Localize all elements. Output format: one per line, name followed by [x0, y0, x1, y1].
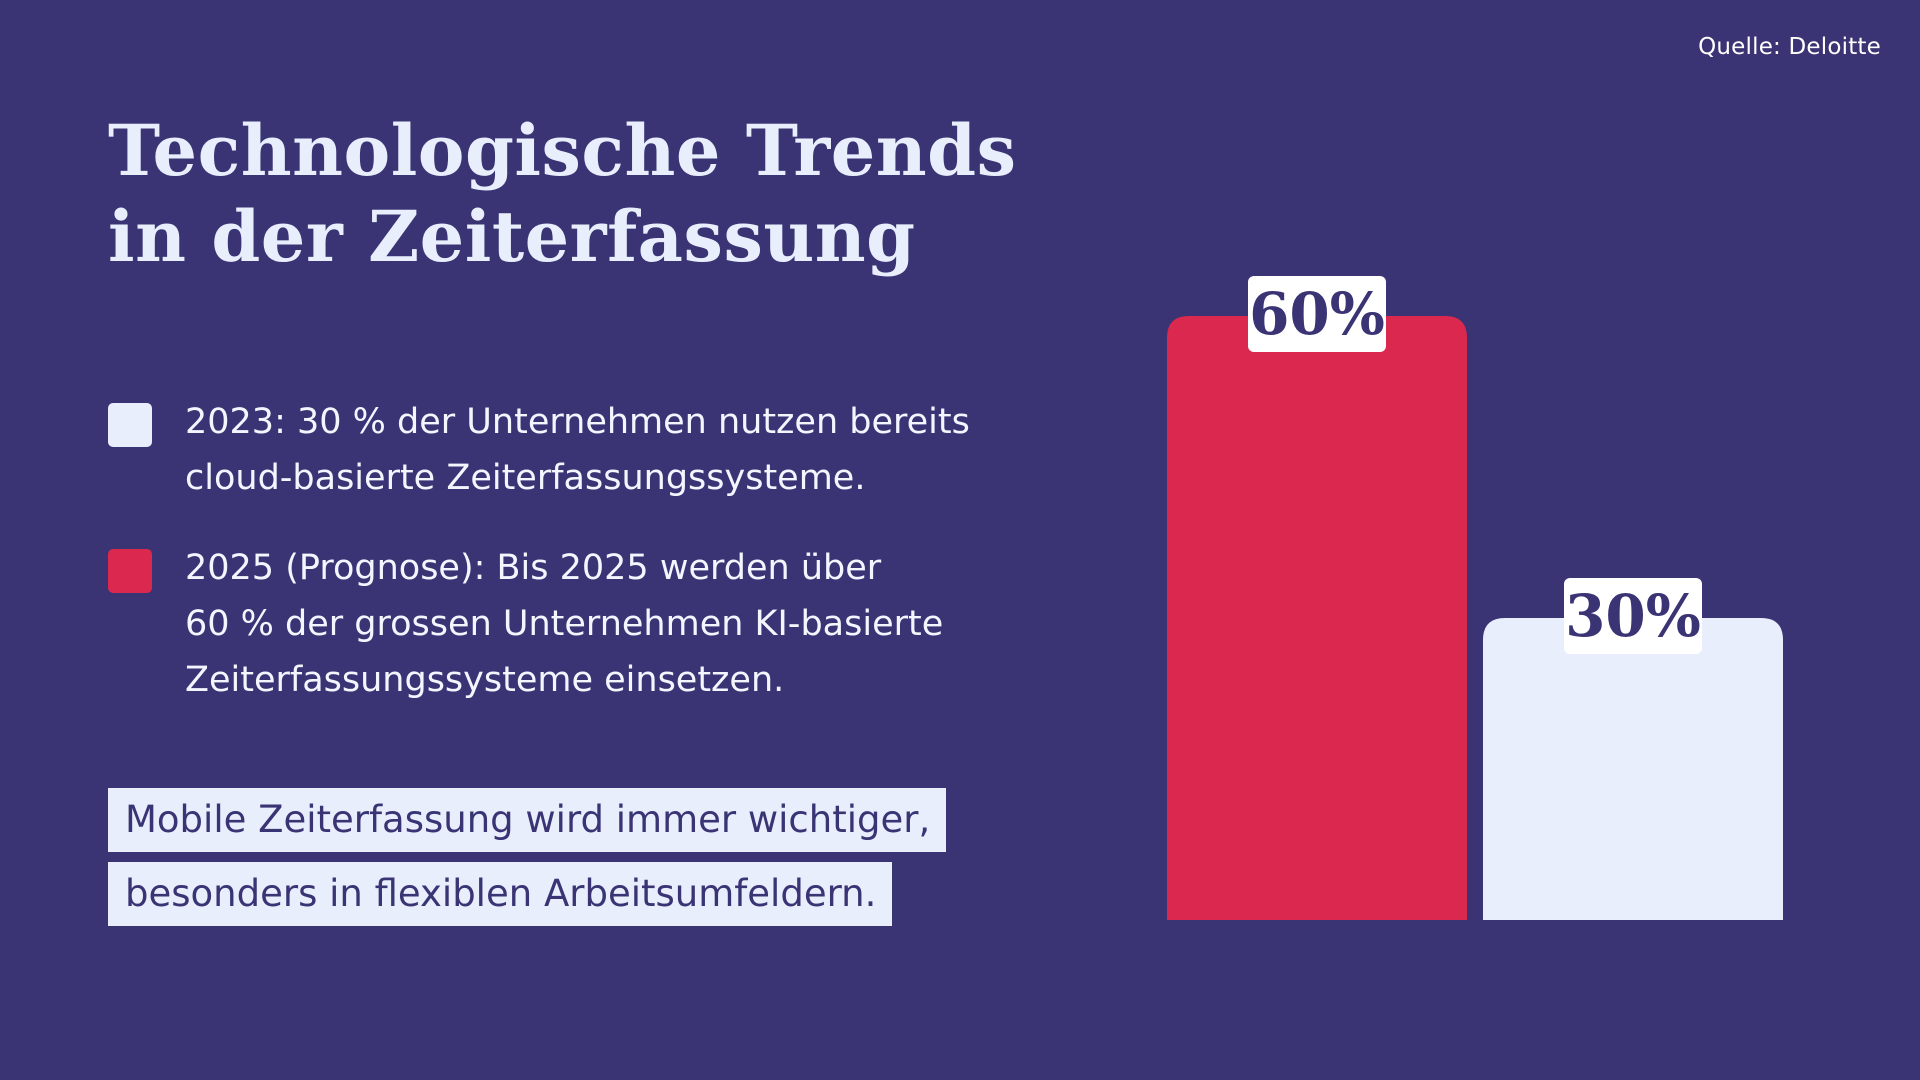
- bar-1: [1483, 618, 1783, 920]
- legend-swatch-red: [108, 549, 152, 593]
- bar-label-box-0: [1248, 276, 1386, 352]
- legend-text-line: 2023: 30 % der Unternehmen nutzen bereit…: [185, 402, 970, 442]
- callout-line-2: besonders in flexiblen Arbeitsumfeldern.: [108, 862, 893, 926]
- bar-value-label-0: 60%: [1249, 280, 1385, 348]
- title-line-1: Technologische Trends: [108, 109, 1017, 192]
- legend-text: 2023: 30 % der Unternehmen nutzen bereit…: [185, 394, 1045, 506]
- title-line-2: in der Zeiterfassung: [108, 195, 916, 278]
- legend-text: 2025 (Prognose): Bis 2025 werden über 60…: [185, 540, 1045, 708]
- callout-line-1: Mobile Zeiterfassung wird immer wichtige…: [108, 788, 947, 852]
- bar-value-label-1: 30%: [1565, 582, 1701, 650]
- legend-text-line: Zeiterfassungssysteme einsetzen.: [185, 660, 785, 700]
- callout-box: Mobile Zeiterfassung wird immer wichtige…: [108, 788, 947, 936]
- legend-text-line: 2025 (Prognose): Bis 2025 werden über: [185, 548, 882, 588]
- bar-label-box-1: [1564, 578, 1702, 654]
- bar-0: [1167, 316, 1467, 920]
- legend-text-line: 60 % der grossen Unternehmen KI-basierte: [185, 604, 944, 644]
- page-title: Technologische Trends in der Zeiterfassu…: [108, 108, 1017, 280]
- source-note: Quelle: Deloitte: [1698, 34, 1881, 60]
- legend-text-line: cloud-basierte Zeiterfassungssysteme.: [185, 458, 866, 498]
- legend-swatch-light: [108, 403, 152, 447]
